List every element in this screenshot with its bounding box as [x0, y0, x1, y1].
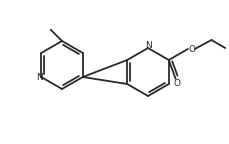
Text: O: O — [173, 79, 180, 88]
Text: N: N — [36, 72, 43, 82]
Text: N: N — [145, 41, 151, 50]
Text: O: O — [188, 44, 195, 54]
